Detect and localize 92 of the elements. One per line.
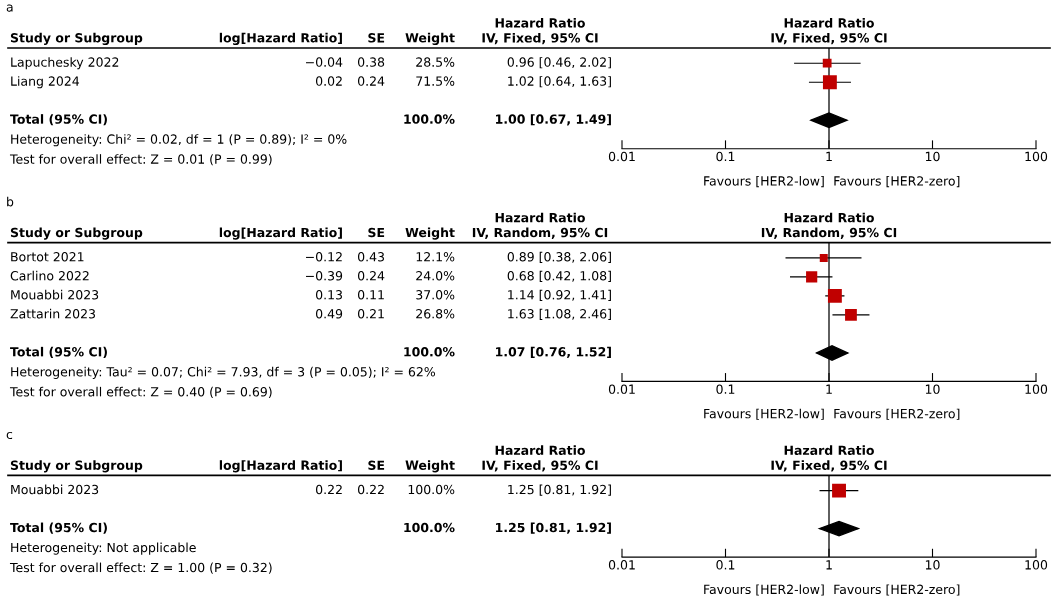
text: 24.0% — [416, 271, 455, 281]
category-label: Mouabbi 2023 — [11, 289, 99, 300]
x-tick-label: 0.01 — [608, 384, 635, 394]
text: log[Hazard Ratio] — [219, 227, 342, 240]
text: Favours [HER2-zero] — [834, 175, 960, 188]
text: log[Hazard Ratio] — [219, 32, 342, 45]
text: c — [6, 431, 13, 440]
x-tick-label: 100 — [1025, 151, 1048, 162]
text: 12.1% — [416, 252, 455, 262]
text: 1.14 [0.92, 1.41] — [508, 289, 611, 301]
text: Hazard Ratio IV, Random, 95% CI — [472, 212, 608, 239]
x-tick-label: 0.01 — [608, 560, 635, 570]
text: Weight — [405, 32, 455, 45]
text: 1.02 [0.64, 1.63] — [508, 76, 611, 88]
text: 1.63 [1.08, 2.46] — [508, 308, 611, 320]
text: 0.49 — [315, 309, 343, 319]
category-label: Total (95% CI) — [10, 522, 107, 534]
category-label: Liang 2024 — [11, 76, 80, 89]
category-label: Total (95% CI) — [10, 114, 107, 126]
x-tick-label: 1 — [826, 384, 832, 394]
text: −0.04 — [306, 57, 343, 67]
text: Heterogeneity: Chi² = 0.02, df = 1 (P = 0.89); I² = 0% — [11, 134, 347, 147]
x-tick-label: 0.1 — [716, 560, 735, 570]
x-tick-label: 1 — [826, 560, 832, 570]
text: Favours [HER2-low] — [704, 408, 824, 420]
text: 0.43 — [357, 252, 384, 262]
text: 0.02 — [315, 76, 342, 86]
x-tick-label: 0.1 — [716, 384, 735, 394]
text: Study or Subgroup — [10, 460, 143, 473]
text: Favours [HER2-low] — [704, 584, 824, 596]
text: 100.0% — [404, 347, 455, 357]
text: −0.39 — [306, 271, 343, 281]
category-label: Total (95% CI) — [10, 346, 107, 358]
text: a — [6, 4, 13, 12]
category-label: Lapuchesky 2022 — [11, 57, 119, 70]
text: 71.5% — [416, 76, 455, 86]
x-tick-label: 10 — [925, 560, 940, 570]
x-tick-label: 0.01 — [608, 151, 635, 162]
text: 0.22 — [315, 484, 342, 495]
text: 1.25 [0.81, 1.92] — [496, 522, 611, 534]
text: 0.38 — [357, 57, 385, 67]
text: 0.96 [0.46, 2.02] — [507, 57, 611, 69]
text: 0.11 — [357, 290, 384, 300]
category-label: Zattarin 2023 — [10, 308, 95, 319]
text: 28.5% — [416, 57, 455, 67]
text: SE — [368, 33, 385, 43]
text: SE — [368, 460, 385, 470]
text: 100.0% — [408, 484, 455, 495]
text: Favours [HER2-zero] — [834, 584, 960, 596]
text: 0.89 [0.38, 2.06] — [507, 251, 611, 263]
text: 1.00 [0.67, 1.49] — [496, 114, 611, 126]
text: Hazard Ratio IV, Fixed, 95% CI — [482, 17, 598, 45]
text: −0.12 — [306, 252, 342, 262]
text: Heterogeneity: Not applicable — [11, 542, 196, 555]
text: 0.13 — [315, 290, 342, 300]
text: Hazard Ratio IV, Random, 95% CI — [761, 212, 897, 239]
category-label: Carlino 2022 — [10, 270, 89, 281]
text: Favours [HER2-low] — [704, 175, 824, 188]
text: b — [7, 196, 14, 207]
text: Weight — [405, 227, 455, 240]
text: Hazard Ratio IV, Fixed, 95% CI — [771, 445, 887, 472]
text: Hazard Ratio IV, Fixed, 95% CI — [482, 445, 598, 472]
x-tick-label: 100 — [1025, 384, 1048, 394]
x-tick-label: 0.1 — [716, 151, 735, 162]
text: Study or Subgroup — [10, 227, 143, 240]
text: 1.07 [0.76, 1.52] — [496, 346, 611, 359]
text: Test for overall effect: Z = 0.40 (P = 0.69) — [9, 386, 272, 398]
text: Hazard Ratio IV, Fixed, 95% CI — [771, 17, 887, 45]
x-tick-label: 1 — [826, 151, 832, 161]
text: SE — [368, 227, 385, 238]
text: Test for overall effect: Z = 1.00 (P = 0.32) — [9, 562, 272, 574]
text: 0.21 — [357, 309, 384, 319]
text: Study or Subgroup — [10, 32, 143, 45]
text: Test for overall effect: Z = 0.01 (P = 0.99) — [9, 154, 272, 166]
text: Favours [HER2-zero] — [834, 408, 960, 420]
text: Weight — [405, 460, 455, 473]
text: 100.0% — [404, 114, 455, 124]
text: 26.8% — [416, 309, 455, 319]
category-label: Mouabbi 2023 — [11, 484, 99, 495]
x-tick-label: 100 — [1025, 560, 1048, 570]
text: 0.24 — [357, 271, 385, 281]
x-tick-label: 10 — [925, 151, 940, 162]
text: 0.22 — [357, 484, 384, 495]
text: 0.24 — [357, 76, 385, 86]
text: 0.68 [0.42, 1.08] — [507, 270, 611, 282]
text: 100.0% — [404, 522, 455, 533]
text: 1.25 [0.81, 1.92] — [508, 484, 611, 496]
category-label: Bortot 2021 — [11, 252, 84, 262]
text: 37.0% — [416, 290, 455, 300]
text: log[Hazard Ratio] — [219, 460, 342, 473]
x-tick-label: 10 — [925, 384, 940, 394]
text: Heterogeneity: Tau² = 0.07; Chi² = 7.93, df = 3 (P = 0.05); I² = 62% — [11, 366, 436, 379]
